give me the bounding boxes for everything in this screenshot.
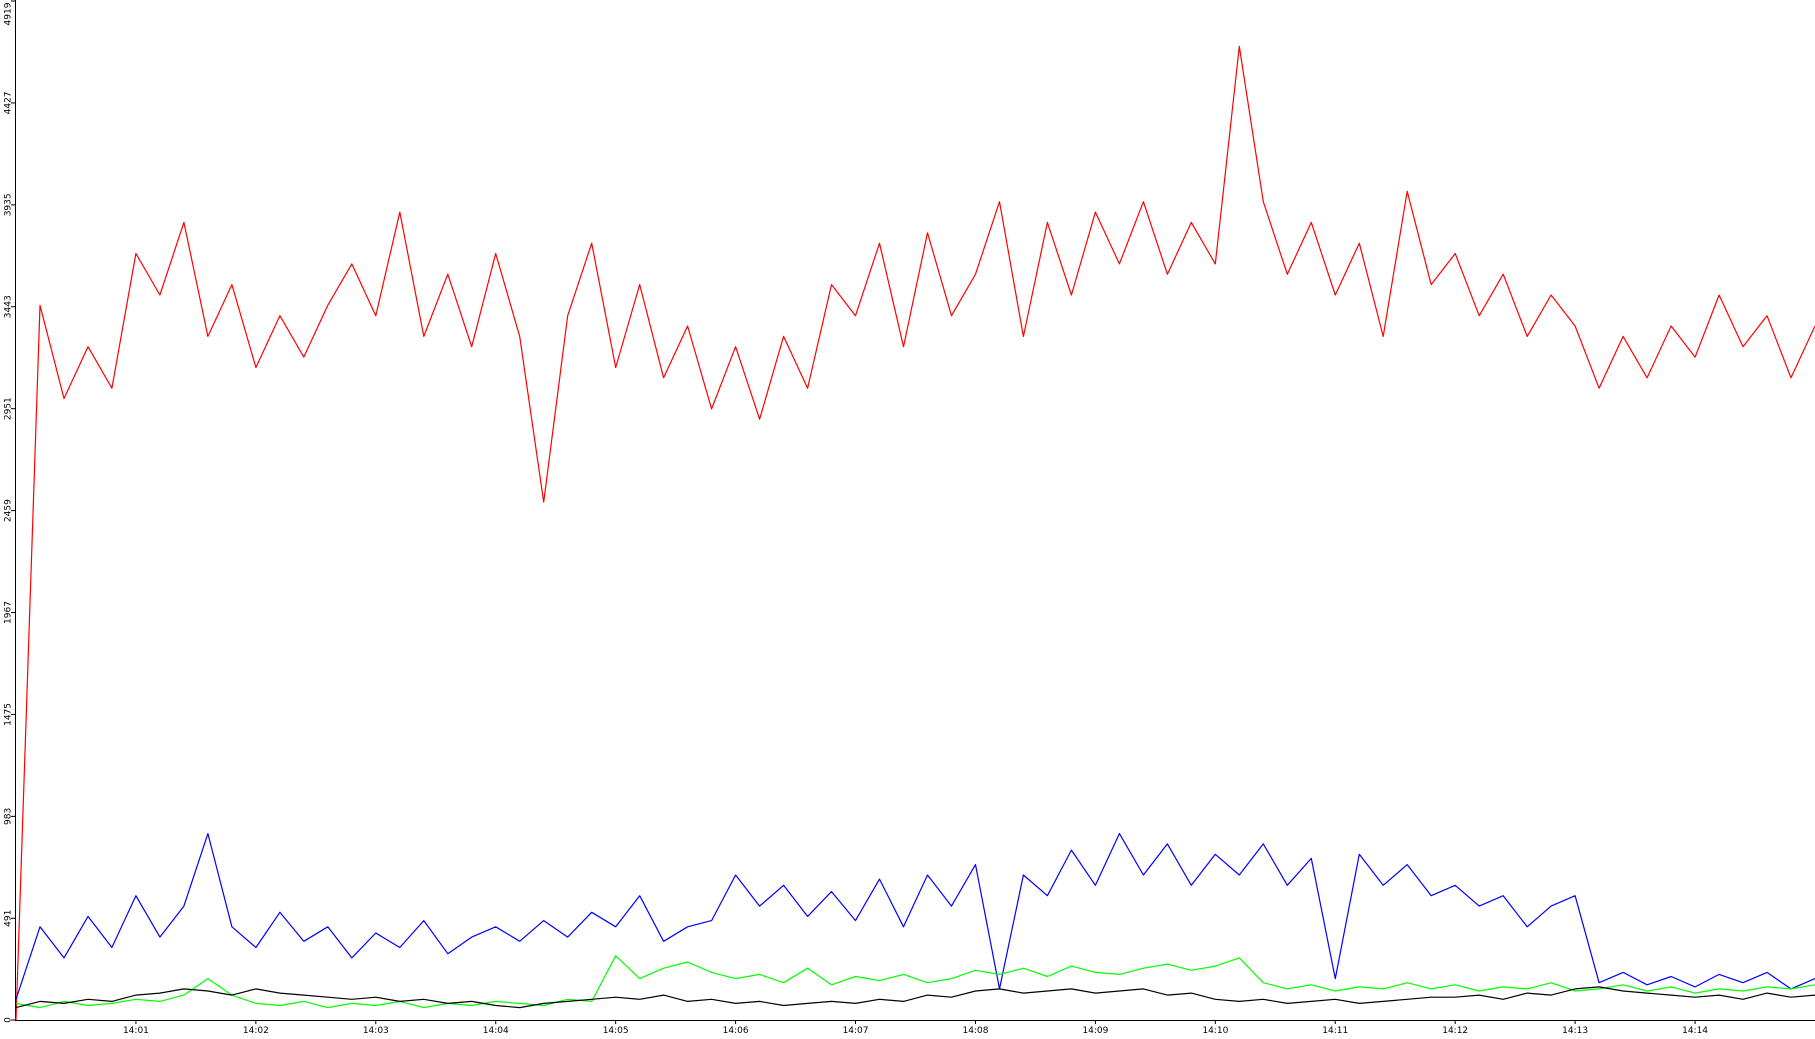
y-tick-label: 491 [4, 910, 14, 927]
series-line [15, 45, 1815, 1021]
y-tick-label: 4427 [4, 91, 14, 114]
y-tick-label: 3935 [4, 193, 14, 216]
x-tick-label: 14:11 [1322, 1026, 1348, 1036]
x-tick-label: 14:14 [1682, 1026, 1708, 1036]
x-tick-label: 14:10 [1202, 1026, 1228, 1036]
x-tick-label: 14:04 [483, 1026, 509, 1036]
y-tick-label: 2459 [4, 499, 14, 522]
y-tick-label: 0 [4, 1017, 14, 1023]
y-tick-label: 2951 [4, 397, 14, 420]
x-tick-label: 14:07 [843, 1026, 869, 1036]
x-tick-label: 14:05 [603, 1026, 629, 1036]
x-tick-label: 14:01 [123, 1026, 149, 1036]
series-line [15, 955, 1815, 1009]
y-tick-label: 983 [4, 808, 14, 825]
y-tick-label: 3443 [4, 295, 14, 318]
y-tick-label: 1967 [4, 601, 14, 624]
series-line [15, 833, 1815, 1000]
x-tick-label: 14:08 [962, 1026, 988, 1036]
y-tick-label: 4919 [4, 2, 14, 25]
x-tick-label: 14:09 [1082, 1026, 1108, 1036]
y-tick-label: 1475 [4, 703, 14, 726]
x-tick-label: 14:12 [1442, 1026, 1468, 1036]
x-tick-label: 14:06 [723, 1026, 749, 1036]
x-tick-label: 14:02 [243, 1026, 269, 1036]
series-line [15, 986, 1815, 1009]
x-tick-label: 14:03 [363, 1026, 389, 1036]
x-tick-label: 14:13 [1562, 1026, 1588, 1036]
